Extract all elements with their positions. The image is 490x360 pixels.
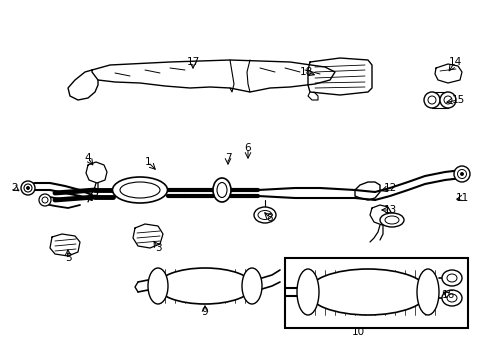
Ellipse shape [440, 92, 456, 108]
Ellipse shape [447, 294, 457, 302]
Ellipse shape [254, 207, 276, 223]
Ellipse shape [444, 96, 452, 104]
Text: 1: 1 [145, 157, 151, 167]
Ellipse shape [442, 290, 462, 306]
Text: 18: 18 [299, 67, 313, 77]
Ellipse shape [258, 211, 272, 220]
Text: 14: 14 [448, 57, 462, 67]
Ellipse shape [385, 216, 399, 224]
Text: 6: 6 [245, 143, 251, 153]
Ellipse shape [458, 170, 466, 179]
Text: 17: 17 [186, 57, 199, 67]
Ellipse shape [428, 96, 436, 104]
Text: 7: 7 [225, 153, 231, 163]
Text: 13: 13 [383, 205, 396, 215]
Ellipse shape [113, 177, 168, 203]
Text: 16: 16 [441, 290, 455, 300]
Ellipse shape [242, 268, 262, 304]
Ellipse shape [447, 274, 457, 282]
Bar [285, 258, 468, 328]
Ellipse shape [21, 181, 35, 195]
Ellipse shape [148, 268, 168, 304]
Ellipse shape [26, 186, 29, 189]
Ellipse shape [42, 197, 48, 203]
Text: 11: 11 [455, 193, 468, 203]
Ellipse shape [308, 269, 428, 315]
Ellipse shape [24, 184, 32, 192]
Text: 3: 3 [155, 243, 161, 253]
Text: 4: 4 [85, 153, 91, 163]
Text: 10: 10 [351, 327, 365, 337]
Text: 15: 15 [451, 95, 465, 105]
Ellipse shape [461, 172, 464, 175]
Ellipse shape [417, 269, 439, 315]
Text: 9: 9 [202, 307, 208, 317]
Ellipse shape [442, 270, 462, 286]
Ellipse shape [454, 166, 470, 182]
Text: 8: 8 [267, 213, 273, 223]
Ellipse shape [217, 183, 227, 198]
Ellipse shape [157, 268, 252, 304]
Text: 12: 12 [383, 183, 396, 193]
Ellipse shape [380, 213, 404, 227]
Ellipse shape [39, 194, 51, 206]
Text: 5: 5 [65, 253, 72, 263]
Ellipse shape [424, 92, 440, 108]
Ellipse shape [297, 269, 319, 315]
Ellipse shape [120, 182, 160, 198]
Text: 2: 2 [12, 183, 18, 193]
Ellipse shape [213, 178, 231, 202]
